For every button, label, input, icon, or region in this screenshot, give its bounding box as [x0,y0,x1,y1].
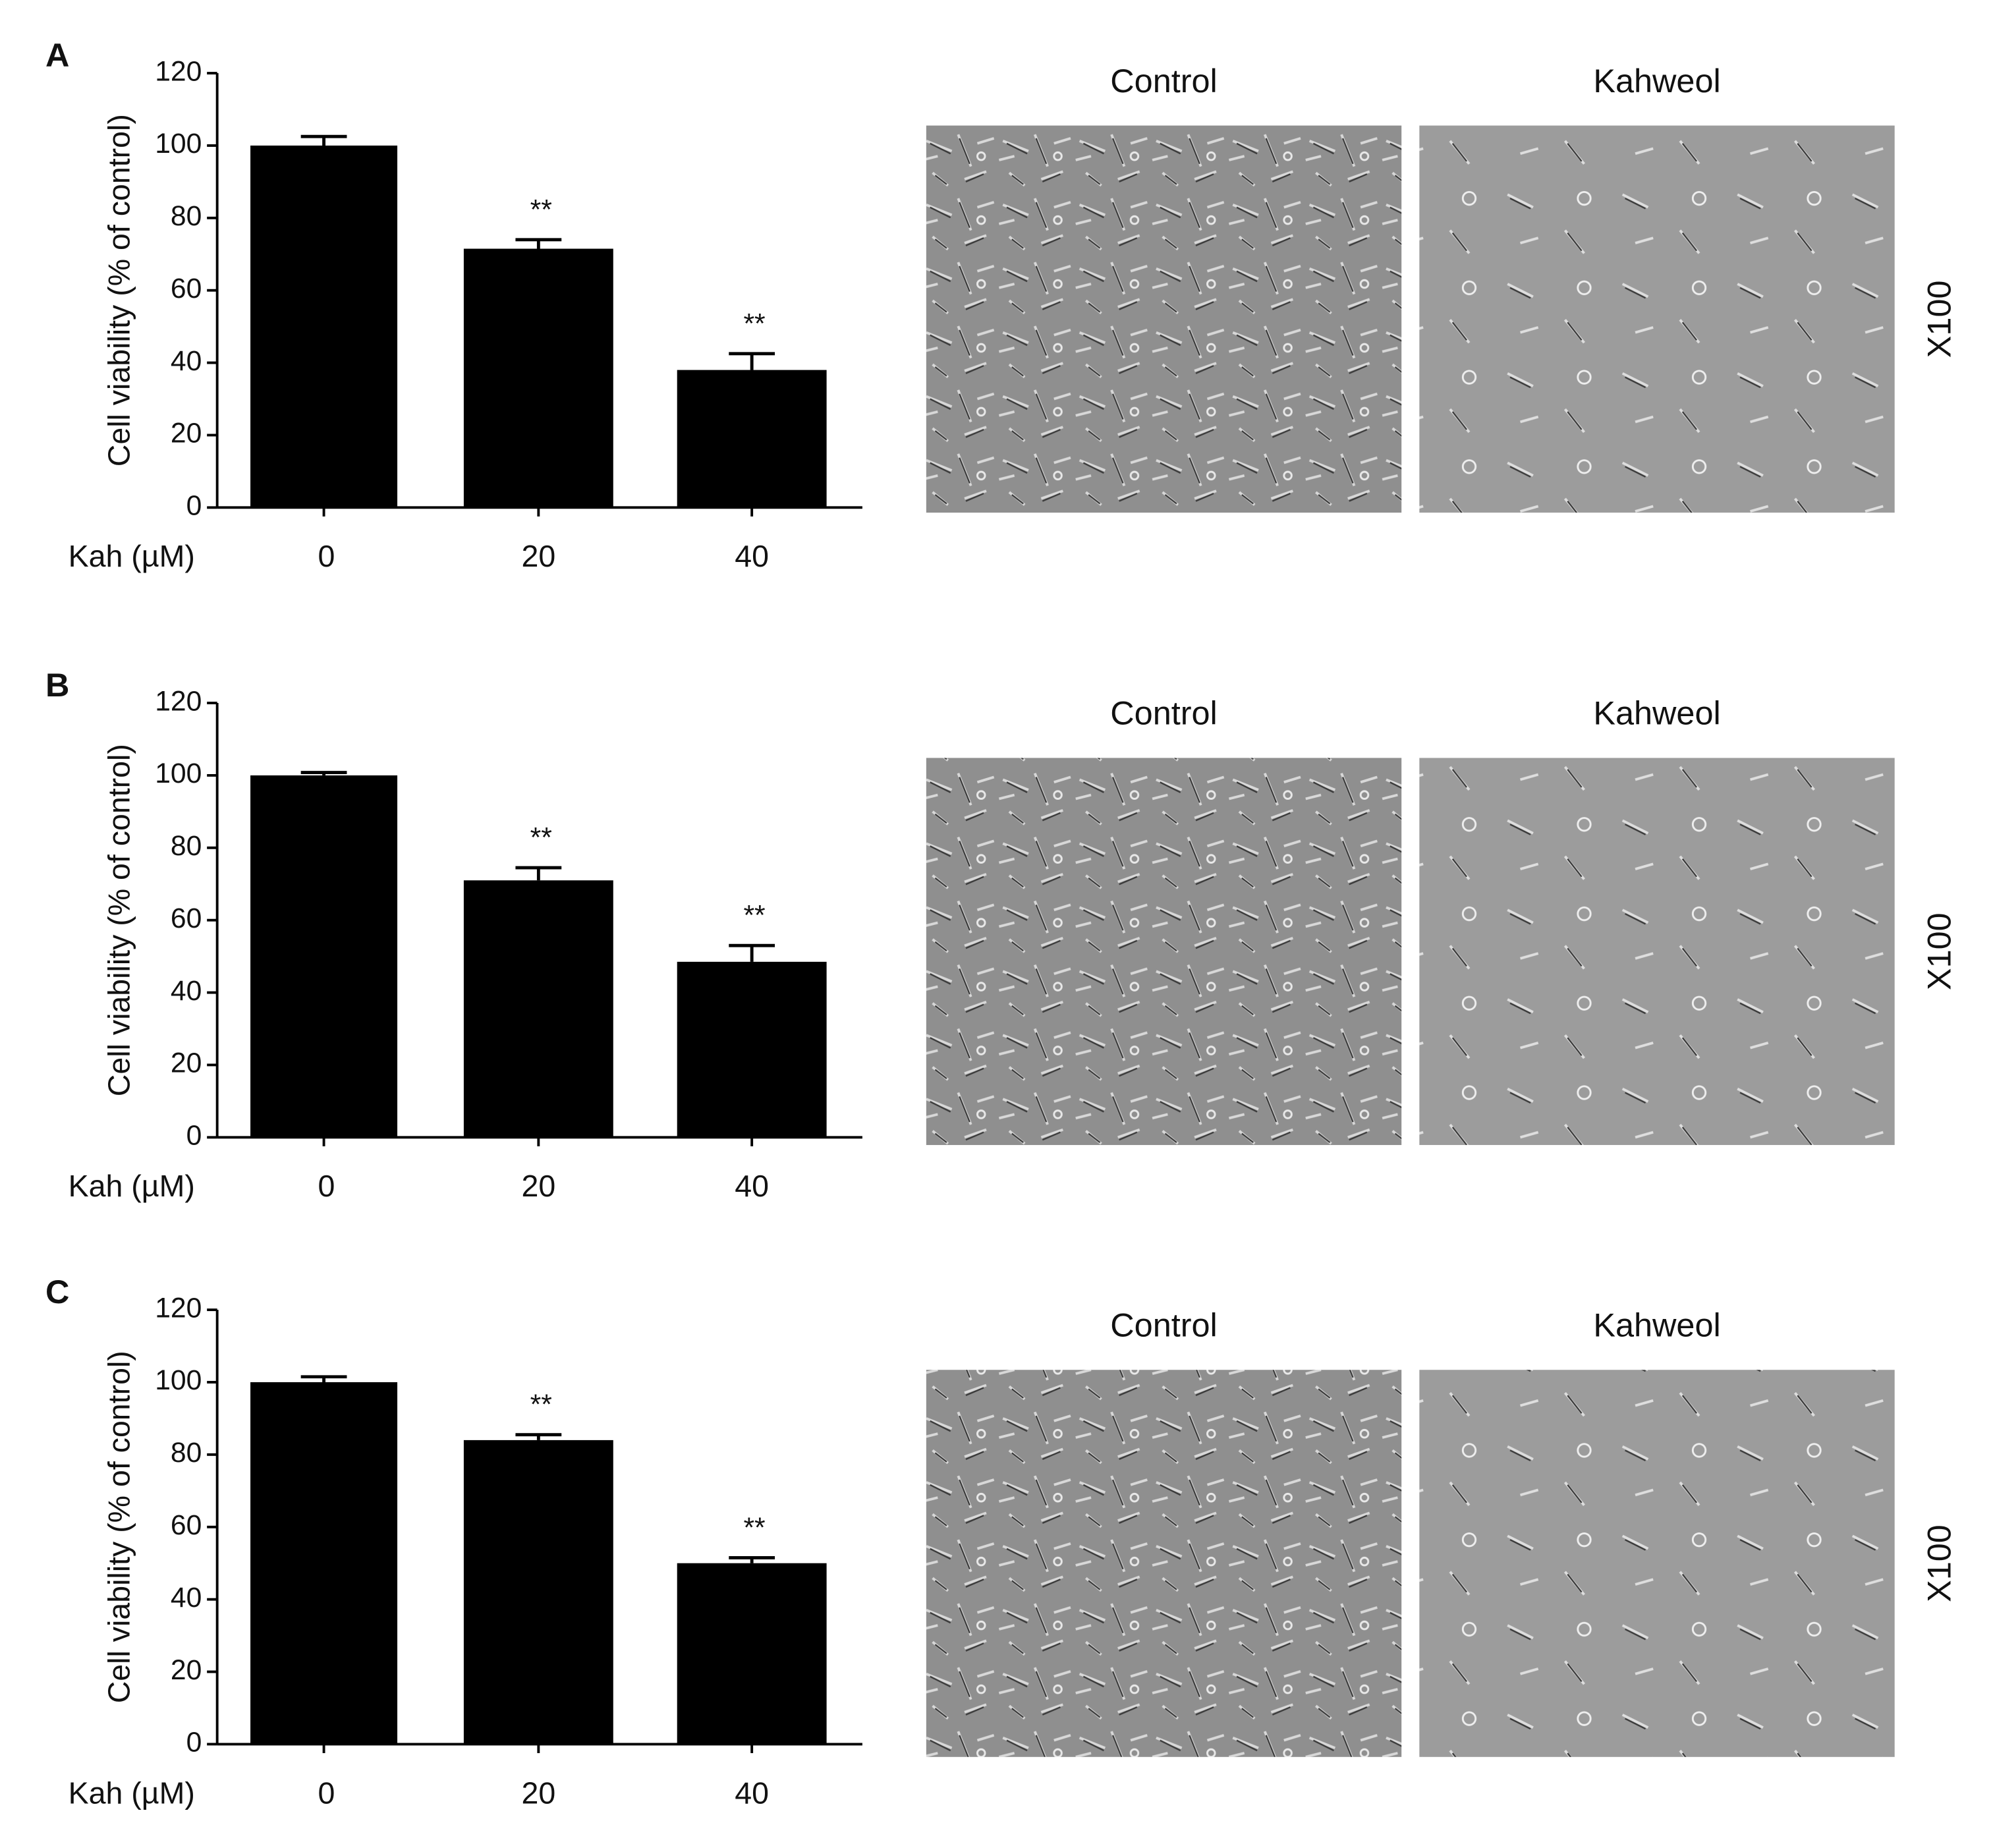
bar [250,1382,398,1745]
micrograph [926,1370,1402,1757]
x-tick-label: 0 [318,1169,335,1203]
significance-label: ** [530,1389,552,1420]
significance-label: ** [743,1512,765,1544]
y-tick-label: 0 [186,1727,202,1758]
y-axis-label: Cell viability (% of control) [102,744,136,1096]
error-bar [300,134,347,146]
micrograph [1419,758,1895,1145]
error-bar [515,238,562,249]
x-axis-label: Kah (µM) [69,1776,195,1810]
x-tick-label: 40 [735,539,769,573]
significance-label: ** [530,194,552,225]
bar [250,775,398,1138]
y-tick-label: 120 [155,685,202,717]
y-tick-label: 40 [171,1582,202,1613]
y-tick-label: 80 [171,200,202,232]
micrograph [926,758,1402,1145]
x-tick-label: 20 [521,539,555,573]
y-tick-label: 120 [155,1292,202,1324]
y-tick-label: 20 [171,1048,202,1079]
y-tick-label: 120 [155,55,202,87]
x-tick-label: 0 [318,539,335,573]
x-axis-label: Kah (µM) [69,539,195,573]
panel-label: B [45,666,69,704]
y-tick-label: 20 [171,418,202,449]
bar [677,961,827,1138]
y-tick-label: 80 [171,830,202,862]
image-label: Control [1110,62,1218,99]
micrograph [926,125,1402,513]
panel-label: A [45,36,69,74]
y-tick-label: 60 [171,903,202,934]
x-tick-label: 20 [521,1169,555,1203]
image-label: Kahweol [1593,62,1720,99]
significance-label: ** [743,308,765,339]
bar [250,145,398,508]
error-bar [515,866,562,881]
image-label: Kahweol [1593,694,1720,732]
x-axis-label: Kah (µM) [69,1169,195,1203]
error-bar [729,352,775,370]
magnification-label: X100 [1921,912,1958,990]
magnification-label: X100 [1921,280,1958,358]
image-label: Control [1110,694,1218,732]
micrograph [1419,125,1895,513]
y-tick-label: 100 [155,128,202,159]
magnification-label: X100 [1921,1525,1958,1602]
y-tick-label: 60 [171,1509,202,1541]
y-tick-label: 100 [155,1364,202,1396]
y-tick-label: 0 [186,490,202,522]
x-tick-label: 40 [735,1776,769,1810]
error-bar [729,1556,775,1563]
y-tick-label: 100 [155,758,202,789]
x-tick-label: 20 [521,1776,555,1810]
image-label: Control [1110,1306,1218,1344]
error-bar [300,771,347,775]
bar [677,1563,827,1745]
image-label: Kahweol [1593,1306,1720,1344]
error-bar [300,1375,347,1382]
bar [463,880,613,1138]
y-tick-label: 80 [171,1437,202,1469]
y-tick-label: 40 [171,345,202,377]
error-bar [729,943,775,962]
y-tick-label: 60 [171,273,202,304]
panel-label: C [45,1273,69,1310]
y-tick-label: 0 [186,1120,202,1152]
micrograph [1419,1370,1895,1757]
error-bar [515,1433,562,1440]
x-tick-label: 0 [318,1776,335,1810]
y-axis-label: Cell viability (% of control) [102,114,136,466]
bar [463,1440,613,1745]
bar [677,370,827,508]
y-tick-label: 40 [171,975,202,1007]
y-tick-label: 20 [171,1654,202,1686]
significance-label: ** [530,822,552,854]
x-tick-label: 40 [735,1169,769,1203]
significance-label: ** [743,900,765,932]
y-axis-label: Cell viability (% of control) [102,1351,136,1703]
bar [463,248,613,508]
